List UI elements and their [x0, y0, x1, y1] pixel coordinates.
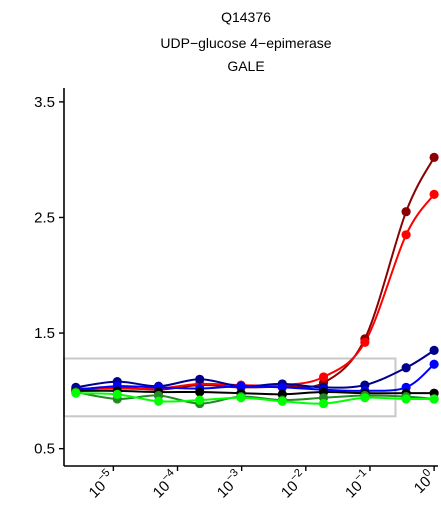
- title-line-gene: GALE: [227, 58, 264, 74]
- series-points: [71, 152, 439, 409]
- data-point-0-8: [401, 207, 411, 217]
- data-point-1-8: [401, 230, 411, 240]
- y-tick-label: 2.5: [34, 209, 55, 226]
- x-tick-label: 10−1: [340, 467, 375, 502]
- series-line-2: [75, 349, 435, 389]
- data-point-0-9: [429, 152, 439, 162]
- x-tick-label: 10−5: [83, 467, 118, 502]
- x-tick-label: 10−4: [148, 467, 183, 502]
- x-tick-label: 100: [409, 467, 439, 497]
- series-line-0: [75, 156, 435, 392]
- data-point-6-8: [401, 394, 411, 404]
- data-point-6-1: [112, 389, 122, 399]
- data-point-2-8: [401, 363, 411, 373]
- y-axis-ticks: 0.5 1.5 2.5 3.5: [34, 94, 64, 458]
- data-point-2-9: [429, 345, 439, 356]
- series-lines: [75, 156, 435, 405]
- series-line-6: [75, 392, 435, 405]
- chart-title: Q14376 UDP−glucose 4−epimerase GALE: [160, 9, 331, 74]
- series-line-4: [75, 389, 435, 396]
- title-line-protein-name: UDP−glucose 4−epimerase: [160, 35, 331, 51]
- data-point-6-3: [195, 395, 205, 405]
- data-point-6-9: [429, 394, 439, 404]
- data-point-6-6: [318, 398, 329, 409]
- y-tick-label: 0.5: [34, 441, 55, 458]
- x-axis-ticks: 10−5 10−4 10−3 10−2 10−1 100: [83, 466, 439, 502]
- axes: [63, 88, 438, 467]
- data-point-6-4: [236, 393, 246, 403]
- data-point-6-2: [153, 396, 164, 406]
- data-point-6-0: [71, 388, 81, 398]
- title-line-accession: Q14376: [221, 9, 271, 25]
- data-point-4-3: [195, 387, 205, 397]
- data-point-1-7: [360, 337, 370, 347]
- data-point-1-9: [429, 189, 439, 199]
- data-point-1-6: [318, 372, 329, 382]
- data-point-3-9: [429, 359, 439, 369]
- data-point-3-4: [236, 381, 246, 391]
- y-tick-label: 3.5: [34, 94, 55, 111]
- series-line-1: [75, 193, 435, 390]
- y-tick-label: 1.5: [34, 325, 55, 342]
- data-point-3-5: [277, 382, 287, 392]
- data-point-6-7: [360, 393, 370, 403]
- data-point-2-3: [195, 374, 205, 384]
- data-point-6-5: [277, 396, 287, 406]
- x-tick-label: 10−3: [212, 467, 247, 502]
- series-line-3: [75, 363, 435, 392]
- x-tick-label: 10−2: [276, 467, 311, 502]
